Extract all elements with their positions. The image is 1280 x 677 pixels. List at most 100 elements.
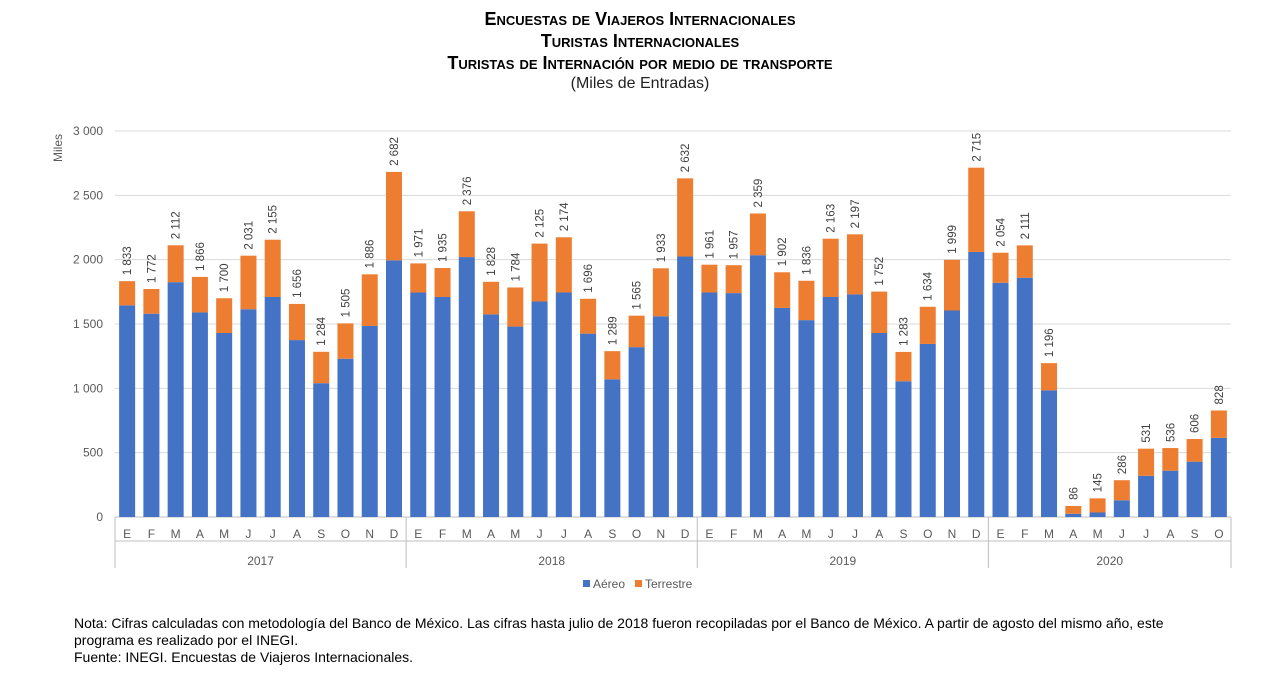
chart-title-line1: Encuestas de Viajeros Internacionales xyxy=(484,9,796,29)
total-data-label: 1 196 xyxy=(1044,328,1056,357)
bar-terrestre xyxy=(119,281,136,306)
x-month-label: S xyxy=(317,527,325,541)
bar-aereo xyxy=(968,251,985,518)
bar-aereo xyxy=(943,310,961,517)
chart-titles: Encuestas de Viajeros Internacionales Tu… xyxy=(0,8,1280,94)
x-month-label: F xyxy=(148,527,155,541)
bar-terrestre xyxy=(531,243,548,302)
total-data-label: 1 700 xyxy=(219,263,231,292)
chart-title-line2: Turistas Internacionales xyxy=(540,31,740,51)
total-data-label: 2 054 xyxy=(996,217,1008,246)
bar-terrestre xyxy=(749,213,766,256)
total-data-label: 1 902 xyxy=(777,237,789,266)
x-month-label: M xyxy=(1093,527,1103,541)
bar-terrestre xyxy=(385,171,403,261)
bar-terrestre xyxy=(216,298,233,334)
bar-terrestre xyxy=(167,245,184,283)
x-month-label: O xyxy=(632,527,641,541)
x-month-label: J xyxy=(828,527,834,541)
bar-terrestre xyxy=(652,268,669,317)
total-data-label: 1 772 xyxy=(146,254,158,283)
x-month-label: D xyxy=(681,527,690,541)
bar-aereo xyxy=(919,343,936,517)
total-data-label: 2 359 xyxy=(753,179,765,208)
total-data-label: 86 xyxy=(1068,487,1080,500)
x-month-label: E xyxy=(997,527,1005,541)
bar-aereo xyxy=(143,313,160,517)
stacked-bar-chart: 0 500 1 000 1 500 2 000 2 500 3 000 Miles 1 833 E… xyxy=(51,124,1232,591)
x-month-label: A xyxy=(778,527,786,541)
x-year-label: 2019 xyxy=(829,554,856,568)
bar-aereo xyxy=(507,326,524,517)
x-month-label: O xyxy=(341,527,350,541)
bar-terrestre xyxy=(1186,439,1203,462)
bar-terrestre xyxy=(968,167,985,252)
bar-aereo xyxy=(1210,437,1227,517)
chart-title-line3: Turistas de Internación por medio de tra… xyxy=(447,53,833,73)
x-month-label: A xyxy=(293,527,301,541)
y-tick-label: 0 xyxy=(96,510,103,524)
x-month-label: M xyxy=(1044,527,1054,541)
x-month-label: A xyxy=(875,527,883,541)
total-data-label: 1 957 xyxy=(729,230,741,259)
bar-aereo xyxy=(992,282,1009,517)
bar-terrestre xyxy=(1041,363,1058,391)
x-month-label: M xyxy=(753,527,763,541)
bar-terrestre xyxy=(191,276,208,313)
total-data-label: 2 632 xyxy=(680,144,692,173)
bar-aereo xyxy=(119,305,136,517)
bar-aereo xyxy=(458,257,475,517)
bar-aereo xyxy=(725,293,742,517)
bar-aereo xyxy=(871,333,888,517)
total-data-label: 1 634 xyxy=(923,271,935,300)
bar-aereo xyxy=(677,256,694,517)
x-year-label: 2017 xyxy=(247,554,274,568)
chart-notes: Nota: Cifras calculadas con metodología … xyxy=(74,615,1224,666)
bar-aereo xyxy=(628,347,645,517)
total-data-label: 2 163 xyxy=(826,204,838,233)
bar-aereo xyxy=(1065,513,1082,517)
x-month-label: D xyxy=(972,527,981,541)
x-year-label: 2020 xyxy=(1096,554,1123,568)
legend-label: Aéreo xyxy=(593,577,625,591)
y-tick-label: 1 000 xyxy=(73,381,103,395)
x-month-label: J xyxy=(245,527,251,541)
y-tick-label: 2 000 xyxy=(73,253,103,267)
x-year-label: 2018 xyxy=(538,554,565,568)
total-data-label: 1 866 xyxy=(195,242,207,271)
bar-aereo xyxy=(774,307,791,517)
bar-aereo xyxy=(313,383,330,517)
x-month-label: M xyxy=(462,527,472,541)
total-data-label: 286 xyxy=(1117,455,1129,474)
x-month-label: M xyxy=(510,527,520,541)
bar-aereo xyxy=(483,314,500,517)
bar-aereo xyxy=(652,316,669,517)
bar-aereo xyxy=(580,333,597,517)
bar-terrestre xyxy=(628,315,645,348)
bar-terrestre xyxy=(580,298,597,334)
x-month-label: S xyxy=(899,527,907,541)
bar-aereo xyxy=(167,282,184,517)
x-month-label: A xyxy=(196,527,204,541)
x-month-label: F xyxy=(1021,527,1028,541)
bar-terrestre xyxy=(604,351,621,380)
bar-aereo xyxy=(1162,470,1179,517)
bar-aereo xyxy=(1041,390,1058,517)
total-data-label: 531 xyxy=(1141,423,1153,442)
bar-terrestre xyxy=(992,252,1009,283)
bar-terrestre xyxy=(725,265,742,294)
bar-aereo xyxy=(361,325,378,517)
total-data-label: 2 682 xyxy=(389,137,401,166)
total-data-label: 2 112 xyxy=(171,211,183,239)
x-month-label: A xyxy=(1069,527,1077,541)
total-data-label: 2 111 xyxy=(1020,212,1032,239)
bar-aereo xyxy=(749,255,766,517)
bar-terrestre xyxy=(143,289,160,314)
bar-terrestre xyxy=(1016,245,1033,278)
x-month-label: F xyxy=(439,527,446,541)
bar-aereo xyxy=(240,309,257,517)
legend-swatch xyxy=(583,580,590,587)
total-data-label: 1 284 xyxy=(316,316,328,345)
total-data-label: 2 174 xyxy=(559,202,571,231)
bar-aereo xyxy=(1186,461,1203,517)
